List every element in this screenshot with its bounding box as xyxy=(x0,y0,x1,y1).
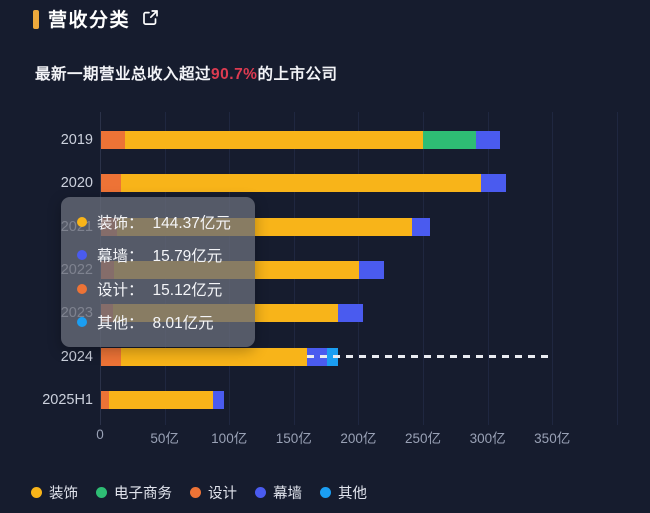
bar-2024[interactable] xyxy=(101,347,338,366)
bar-segment-幕墙[interactable] xyxy=(476,131,500,149)
bar-segment-设计[interactable] xyxy=(101,174,122,193)
y-axis-label-2024: 2024 xyxy=(60,348,93,365)
tooltip-row-其他: 其他： 8.01亿元 xyxy=(61,306,255,340)
tooltip-series-value: 15.79亿元 xyxy=(152,248,223,266)
page-title: 营收分类 xyxy=(48,10,131,31)
bar-segment-装饰[interactable] xyxy=(121,174,482,193)
tooltip-series-value: 144.37亿元 xyxy=(152,214,231,232)
external-link-icon[interactable] xyxy=(142,9,159,26)
tooltip-series-label: 幕墙： xyxy=(97,248,144,266)
chart-legend: 装饰 电子商务 设计 幕墙 其他 xyxy=(31,482,367,503)
x-tick-label: 100亿 xyxy=(211,431,248,446)
x-tick-label: 250亿 xyxy=(404,431,442,446)
gridline xyxy=(423,112,424,425)
legend-label: 电子商务 xyxy=(114,486,172,502)
y-axis-label-2020: 2020 xyxy=(60,175,93,192)
legend-item-装饰[interactable]: 装饰 xyxy=(31,482,78,503)
y-axis-label-2025H1: 2025H1 xyxy=(42,391,93,408)
tooltip-series-label: 其他： xyxy=(97,315,144,333)
tooltip-series-dot xyxy=(77,283,87,294)
subtitle-prefix: 最新一期营业总收入超过 xyxy=(35,66,212,83)
legend-label: 其他 xyxy=(338,486,367,502)
tooltip-series-value: 15.12亿元 xyxy=(152,281,223,299)
bar-2019[interactable] xyxy=(101,131,500,149)
tooltip-series-value: 8.01亿元 xyxy=(152,315,214,333)
tooltip-series-dot xyxy=(77,250,87,261)
legend-item-其他[interactable]: 其他 xyxy=(320,482,367,503)
subtitle-suffix: 的上市公司 xyxy=(257,66,338,83)
bar-segment-设计[interactable] xyxy=(101,131,125,149)
legend-dot xyxy=(255,487,266,498)
tooltip-row-装饰: 装饰： 144.37亿元 xyxy=(61,205,255,239)
bar-2020[interactable] xyxy=(101,174,507,193)
legend-label: 装饰 xyxy=(49,486,78,502)
subtitle: 最新一期营业总收入超过90.7%的上市公司 xyxy=(35,62,337,84)
bar-segment-设计[interactable] xyxy=(101,347,121,366)
tooltip-series-dot xyxy=(77,317,87,328)
legend-item-电子商务[interactable]: 电子商务 xyxy=(96,482,172,503)
legend-dot xyxy=(190,487,201,498)
legend-dot xyxy=(96,487,107,498)
y-axis-label-2019: 2019 xyxy=(60,132,93,148)
bar-segment-幕墙[interactable] xyxy=(212,390,224,409)
legend-label: 幕墙 xyxy=(273,486,302,502)
gridline xyxy=(487,112,489,425)
tooltip-series-dot xyxy=(77,216,87,227)
legend-dot xyxy=(320,487,331,498)
bar-segment-幕墙[interactable] xyxy=(338,304,363,323)
tooltip-series-label: 设计： xyxy=(97,281,144,299)
bar-segment-电子商务[interactable] xyxy=(423,131,477,149)
bar-segment-装饰[interactable] xyxy=(120,347,308,366)
legend-item-设计[interactable]: 设计 xyxy=(190,482,237,503)
bar-segment-装饰[interactable] xyxy=(108,390,213,409)
x-tick-label: 50亿 xyxy=(150,431,179,446)
gridline xyxy=(616,112,618,425)
tooltip-row-幕墙: 幕墙： 15.79亿元 xyxy=(61,239,255,273)
chart-tooltip: 装饰： 144.37亿元 幕墙： 15.79亿元 设计： 15.12亿元 其他： 8.01亿元 xyxy=(61,197,255,347)
legend-dot xyxy=(31,487,42,498)
tooltip-series-label: 装饰： xyxy=(97,214,144,232)
x-tick-label: 0 xyxy=(96,427,104,442)
x-tick-label: 200亿 xyxy=(340,431,377,446)
legend-label: 设计 xyxy=(208,486,237,502)
legend-item-幕墙[interactable]: 幕墙 xyxy=(255,482,302,503)
gridline xyxy=(552,112,554,425)
annotation-dashed-line xyxy=(307,355,551,358)
x-tick-label: 300亿 xyxy=(469,431,506,446)
bar-segment-幕墙[interactable] xyxy=(359,260,384,279)
tooltip-row-设计: 设计： 15.12亿元 xyxy=(61,272,255,306)
bar-segment-幕墙[interactable] xyxy=(412,217,431,236)
subtitle-percentage: 90.7% xyxy=(211,66,258,83)
bar-2025H1[interactable] xyxy=(101,390,224,409)
x-tick-label: 350亿 xyxy=(534,431,571,446)
bar-segment-装饰[interactable] xyxy=(124,131,424,149)
bar-segment-幕墙[interactable] xyxy=(481,174,507,193)
bar-segment-设计[interactable] xyxy=(101,390,109,409)
x-tick-label: 150亿 xyxy=(275,431,312,446)
title-accent-bar xyxy=(33,10,39,29)
